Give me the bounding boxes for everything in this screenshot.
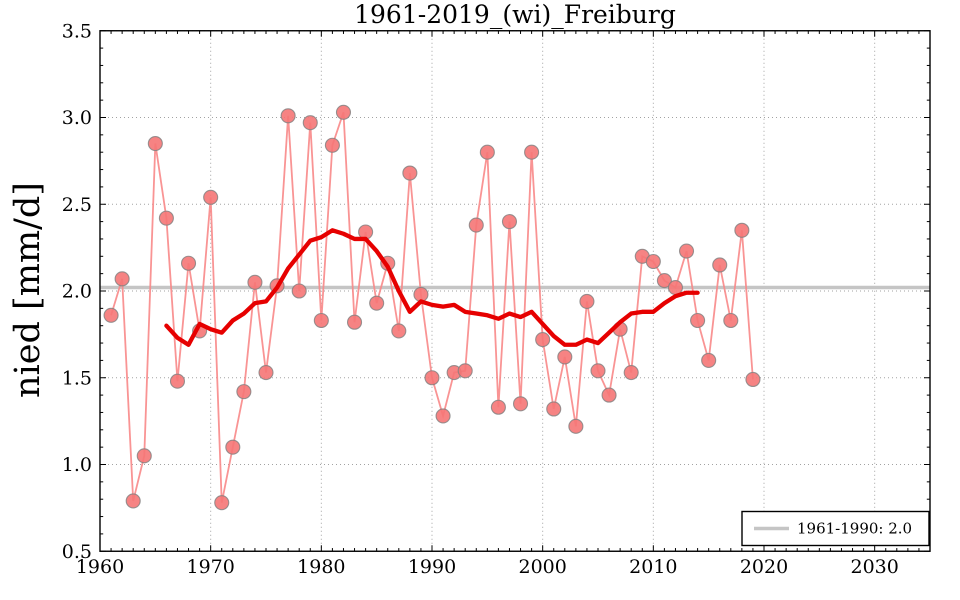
data-point <box>103 307 119 323</box>
data-point <box>557 349 573 365</box>
x-tick-label: 2000 <box>518 556 566 578</box>
y-tick-label: 1.5 <box>62 367 92 389</box>
data-point <box>701 352 717 368</box>
data-point <box>579 293 595 309</box>
data-point <box>678 243 695 259</box>
data-point <box>324 137 340 153</box>
grid <box>100 30 930 552</box>
data-point <box>590 363 606 379</box>
data-point <box>247 274 263 290</box>
annual-series-markers <box>103 104 761 511</box>
data-point <box>258 364 274 381</box>
data-point <box>369 295 385 311</box>
data-point <box>147 135 163 152</box>
y-axis-labels: 0.5 1.0 1.5 2.0 2.5 3.0 3.5 <box>62 20 92 563</box>
data-point <box>335 104 352 120</box>
data-point <box>734 222 750 238</box>
y-tick-label: 3.5 <box>62 20 92 42</box>
y-tick-label: 0.5 <box>62 541 92 563</box>
data-point <box>125 493 141 509</box>
data-point <box>656 273 672 289</box>
legend-label: 1961-1990: 2.0 <box>797 520 912 538</box>
data-point <box>236 384 252 400</box>
x-tick-label: 2010 <box>629 556 677 578</box>
legend: 1961-1990: 2.0 <box>741 510 930 547</box>
data-point <box>690 312 706 329</box>
data-point <box>468 217 484 233</box>
x-tick-label: 2030 <box>850 556 898 578</box>
data-point <box>225 439 241 455</box>
x-tick-label: 1960 <box>76 556 124 578</box>
data-point <box>136 448 152 464</box>
data-point <box>302 115 318 131</box>
data-point <box>424 370 440 386</box>
y-tick-label: 1.0 <box>62 454 92 476</box>
data-point <box>214 495 230 511</box>
data-point <box>723 312 739 329</box>
data-point <box>180 255 197 271</box>
x-tick-label: 1990 <box>408 556 456 578</box>
x-tick-label: 1980 <box>297 556 345 578</box>
y-tick-label: 3.0 <box>62 107 92 129</box>
data-point <box>490 399 506 415</box>
data-point <box>546 401 562 417</box>
data-point <box>402 165 418 181</box>
data-point <box>645 253 661 270</box>
y-tick-label: 2.0 <box>62 281 92 303</box>
data-point <box>346 314 363 330</box>
data-point <box>601 387 617 403</box>
data-point <box>203 189 219 205</box>
y-tick-label: 2.5 <box>62 194 92 216</box>
data-point <box>169 373 186 389</box>
chart-title: 1961-2019_(wi)_Freiburg <box>354 0 676 29</box>
data-point <box>313 312 329 329</box>
data-point <box>712 257 728 273</box>
data-point <box>512 396 529 412</box>
data-point <box>524 144 540 160</box>
data-point <box>114 271 130 287</box>
data-point <box>479 144 495 160</box>
data-point <box>535 332 551 348</box>
data-point <box>568 418 584 434</box>
x-tick-label: 2020 <box>740 556 788 578</box>
data-point <box>391 323 407 339</box>
data-point <box>623 364 639 381</box>
y-axis-label: nied [mm/d] <box>8 182 48 398</box>
axis-ticks <box>99 30 930 552</box>
smoothed-trend-line <box>164 228 700 347</box>
data-point <box>745 371 761 388</box>
x-tick-label: 1970 <box>186 556 234 578</box>
data-point <box>291 283 307 299</box>
data-point <box>435 408 451 424</box>
data-point <box>280 108 296 124</box>
data-point <box>158 210 174 226</box>
data-point <box>501 214 518 230</box>
x-axis-labels: 1960 1970 1980 1990 2000 2010 2020 2030 <box>76 556 899 578</box>
data-point <box>457 363 473 379</box>
